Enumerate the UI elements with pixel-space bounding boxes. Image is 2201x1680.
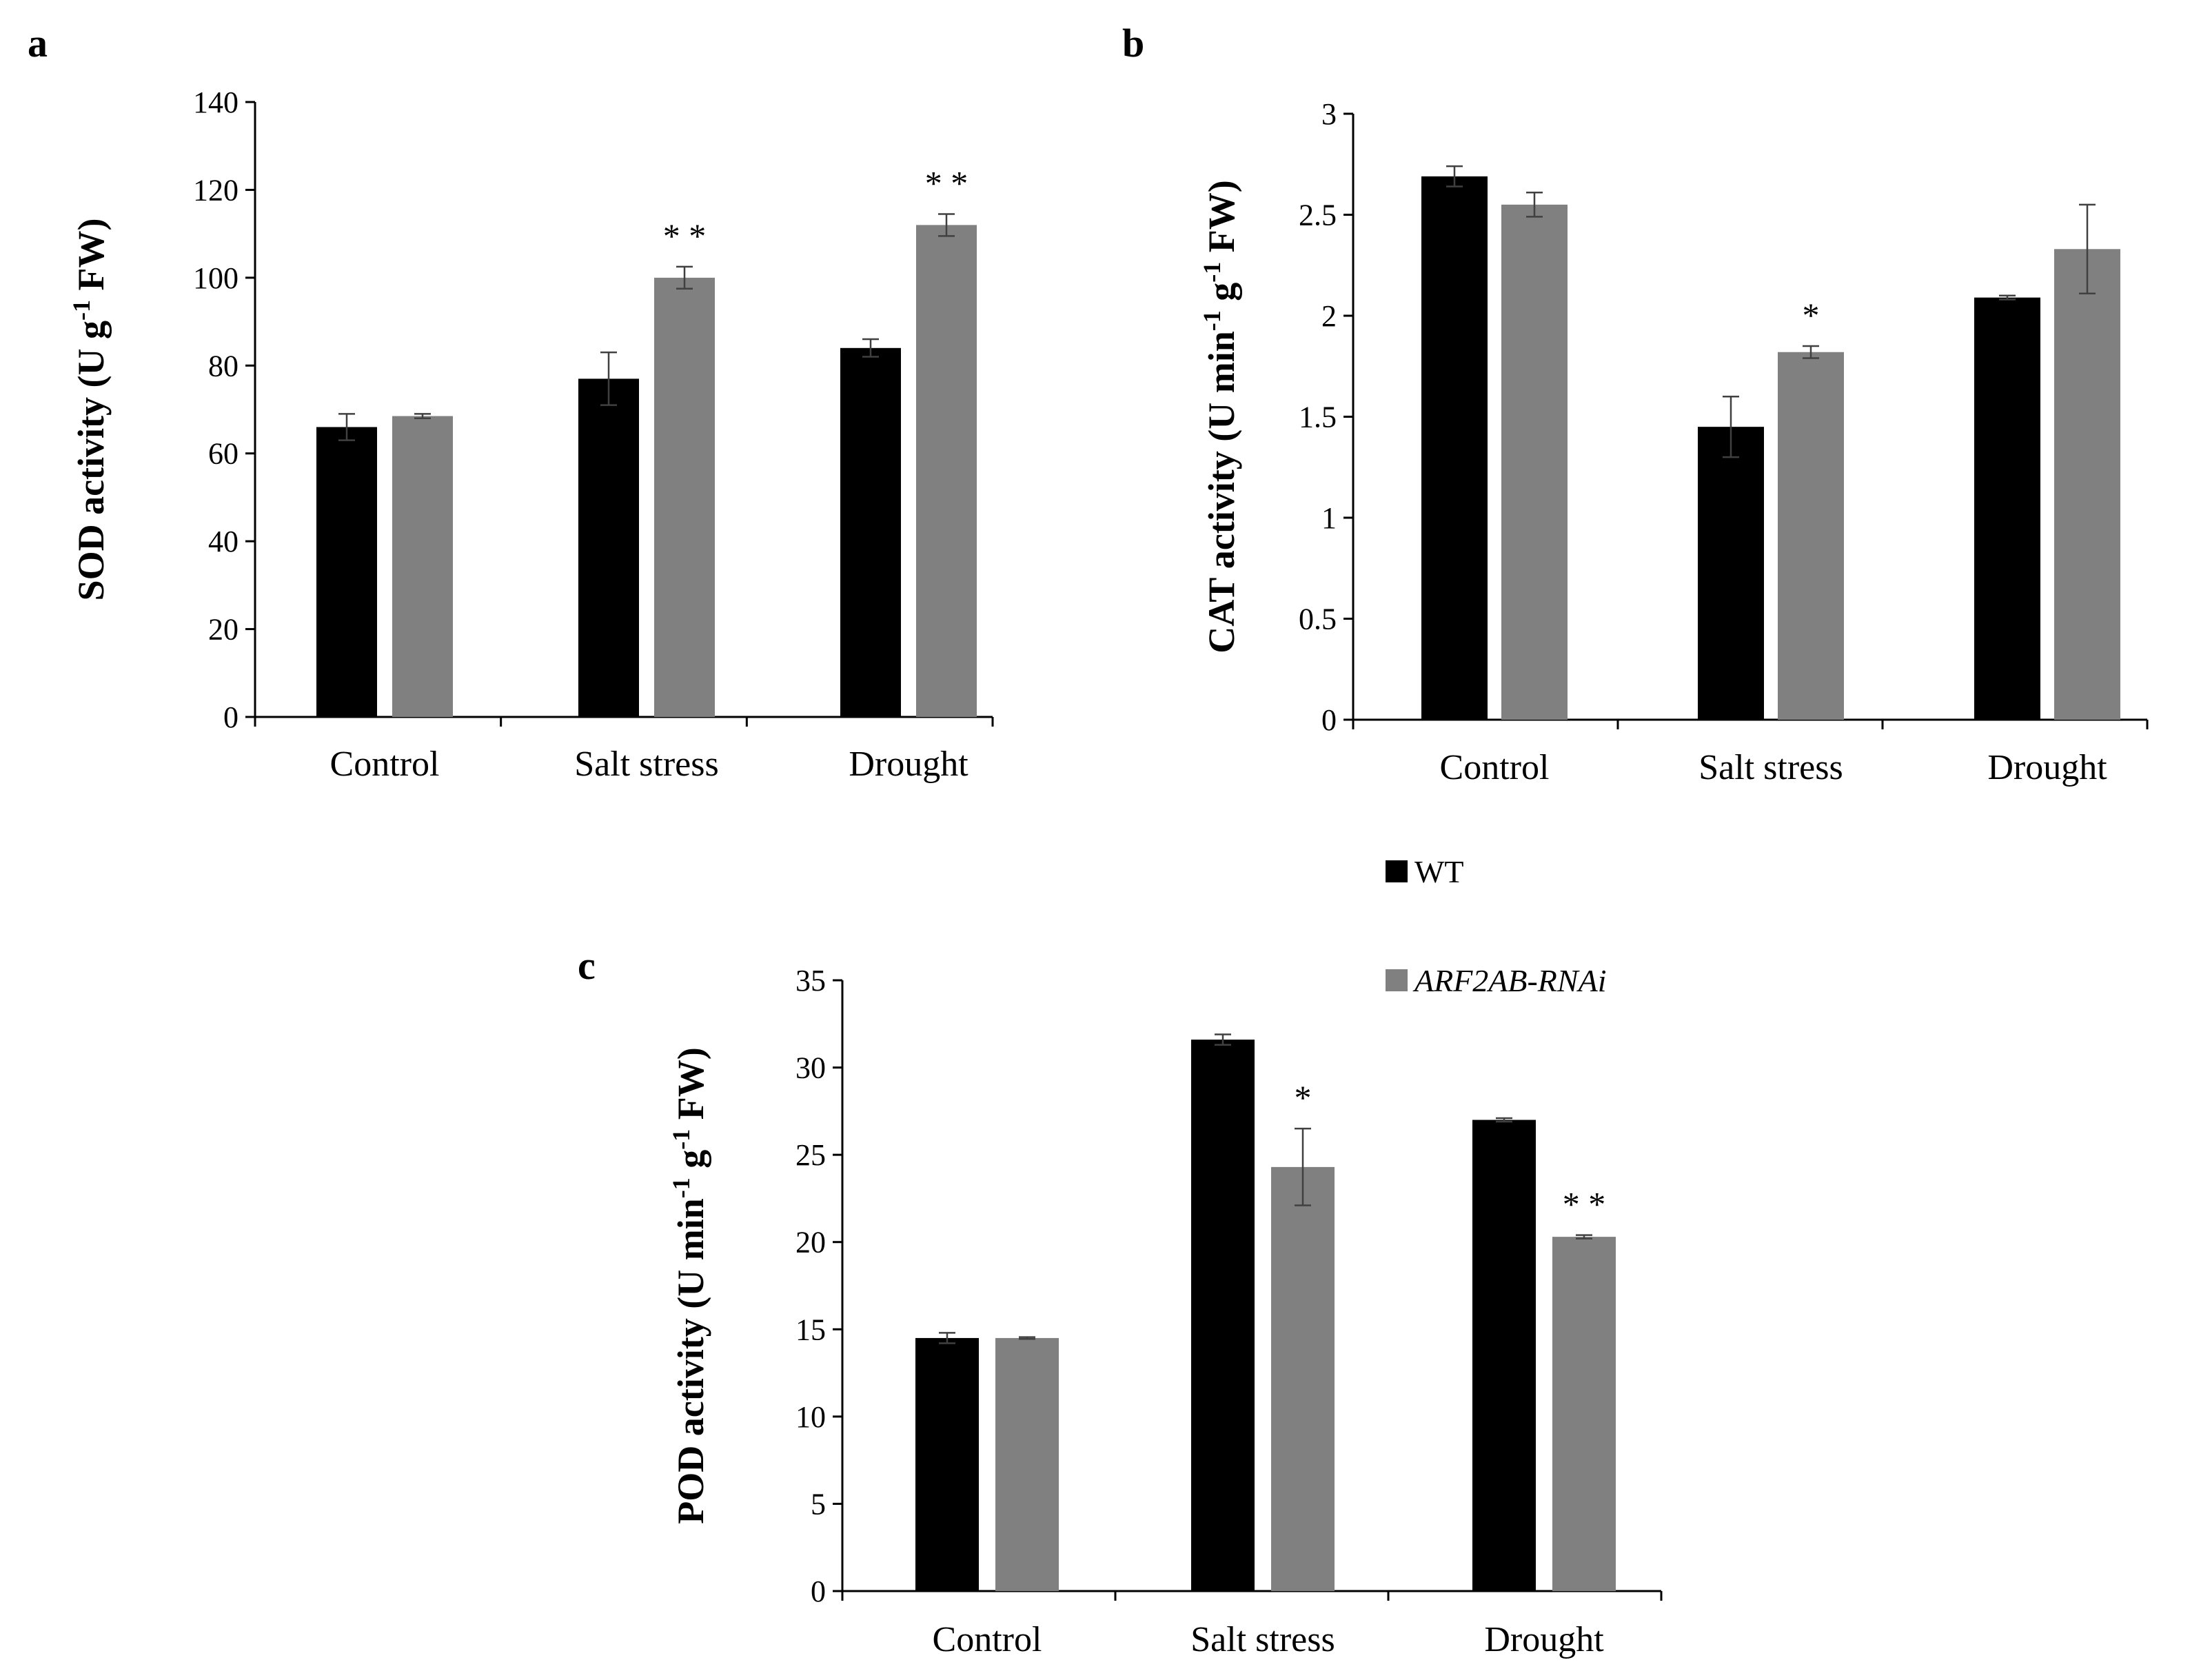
y-tick-label: 100 — [193, 261, 239, 295]
significance-marker: * * — [1563, 1185, 1606, 1224]
x-category-label: Drought — [1987, 748, 2107, 787]
y-tick-label: 5 — [811, 1487, 826, 1521]
legend-swatch — [1386, 860, 1408, 882]
y-tick-label: 30 — [795, 1051, 826, 1085]
y-tick-label: 1 — [1321, 501, 1337, 535]
y-tick-label: 0 — [1321, 703, 1337, 737]
significance-marker: * * — [663, 216, 707, 255]
legend-swatch — [1386, 969, 1408, 991]
bar-wt — [1191, 1040, 1255, 1591]
panel-letter: a — [28, 21, 48, 65]
x-category-label: Salt stress — [1698, 748, 1843, 787]
y-tick-label: 25 — [795, 1138, 826, 1172]
x-category-label: Salt stress — [574, 745, 718, 784]
y-tick-label: 2.5 — [1299, 199, 1337, 232]
legend-label: ARF2AB-RNAi — [1412, 963, 1606, 998]
bar-wt — [840, 347, 901, 717]
bar-rnai — [2054, 249, 2120, 720]
legend: WT ARF2AB-RNAi — [1386, 854, 1606, 998]
y-tick-label: 20 — [795, 1226, 826, 1259]
x-category-label: Drought — [1484, 1620, 1604, 1659]
bar-rnai — [1552, 1237, 1616, 1591]
bar-wt — [1421, 176, 1488, 720]
bar-rnai — [1501, 204, 1568, 720]
panel-a-chart: a 0 20 40 60 80 100 120 140 Control Salt stress Dro… — [28, 21, 994, 784]
y-tick-label: 0.5 — [1299, 603, 1337, 636]
x-category-label: Control — [1440, 748, 1550, 787]
y-tick-label: 140 — [193, 85, 239, 119]
y-tick-label: 3 — [1321, 97, 1337, 131]
bar-rnai — [916, 225, 977, 717]
y-tick-label: 35 — [795, 964, 826, 998]
significance-marker: * * — [925, 163, 968, 202]
y-axis-title: POD activity (U min-1 g-1 FW) — [667, 1047, 711, 1524]
y-axis-title: CAT activity (U min-1 g-1 FW) — [1198, 180, 1242, 653]
y-tick-label: 15 — [795, 1313, 826, 1346]
bar-wt — [1698, 427, 1764, 720]
bar-rnai — [995, 1337, 1059, 1591]
y-tick-label: 2 — [1321, 299, 1337, 333]
panel-letter: b — [1122, 21, 1144, 65]
panel-c-chart: c 0 5 10 15 20 25 30 35 Control Salt stress Drought… — [578, 943, 1663, 1659]
y-tick-label: 20 — [208, 613, 239, 647]
y-tick-label: 60 — [208, 437, 239, 471]
significance-marker: * — [1803, 296, 1820, 334]
y-tick-label: 0 — [223, 700, 239, 734]
bar-wt — [316, 427, 377, 717]
y-tick-label: 80 — [208, 349, 239, 383]
y-tick-label: 40 — [208, 525, 239, 558]
bar-wt — [1472, 1120, 1536, 1591]
bar-rnai — [1271, 1166, 1335, 1591]
y-tick-label: 0 — [811, 1575, 826, 1608]
y-axis-title: SOD activity (U g-1 FW) — [68, 219, 112, 601]
panel-b-chart: b 0 0.5 1 1.5 2 2.5 3 Control Salt stress Drought *… — [1122, 21, 2149, 787]
panel-letter: c — [578, 943, 596, 988]
y-tick-label: 10 — [795, 1400, 826, 1434]
x-category-label: Control — [330, 745, 440, 784]
bar-rnai — [654, 277, 715, 717]
x-category-label: Salt stress — [1190, 1620, 1335, 1659]
legend-label: WT — [1414, 854, 1464, 889]
x-category-label: Drought — [849, 745, 968, 784]
significance-marker: * — [1295, 1078, 1312, 1117]
y-tick-label: 120 — [193, 173, 239, 207]
bar-wt — [578, 378, 639, 717]
x-category-label: Control — [933, 1620, 1042, 1659]
bar-wt — [915, 1337, 979, 1591]
y-tick-label: 1.5 — [1299, 401, 1337, 434]
bar-wt — [1974, 297, 2040, 720]
bar-rnai — [392, 416, 453, 717]
bar-rnai — [1778, 352, 1844, 720]
